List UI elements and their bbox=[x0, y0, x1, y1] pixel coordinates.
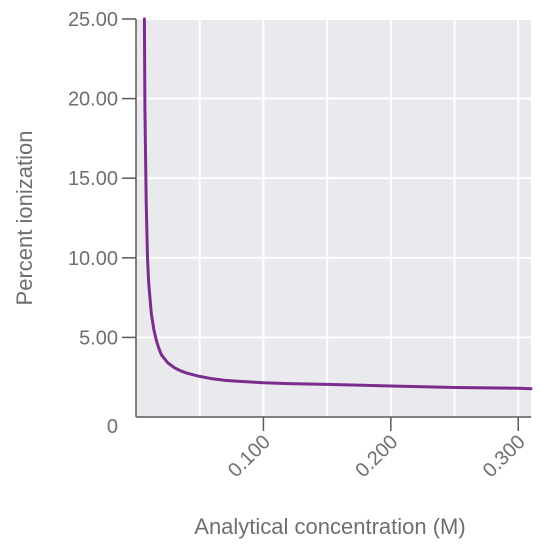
plot-area bbox=[136, 19, 531, 417]
y-tick-label: 15.00 bbox=[68, 168, 118, 190]
x-axis-title: Analytical concentration (M) bbox=[194, 514, 465, 539]
y-tick-label: 0 bbox=[107, 416, 118, 438]
x-tick-label: 0.200 bbox=[351, 431, 402, 482]
x-tick-label: 0.300 bbox=[479, 431, 530, 482]
y-tick-label: 10.00 bbox=[68, 248, 118, 270]
y-tick-label: 5.00 bbox=[79, 327, 118, 349]
y-axis-title: Percent ionization bbox=[12, 131, 37, 306]
y-axis-ticks: 0 5.00 10.00 15.00 20.00 25.00 bbox=[68, 9, 136, 438]
y-tick-label: 25.00 bbox=[68, 9, 118, 31]
y-tick-label: 20.00 bbox=[68, 89, 118, 111]
grid-lines bbox=[136, 18, 531, 417]
x-axis-ticks: 0.100 0.200 0.300 bbox=[224, 417, 530, 482]
series-line bbox=[142, 17, 533, 391]
x-tick-label: 0.100 bbox=[224, 431, 275, 482]
